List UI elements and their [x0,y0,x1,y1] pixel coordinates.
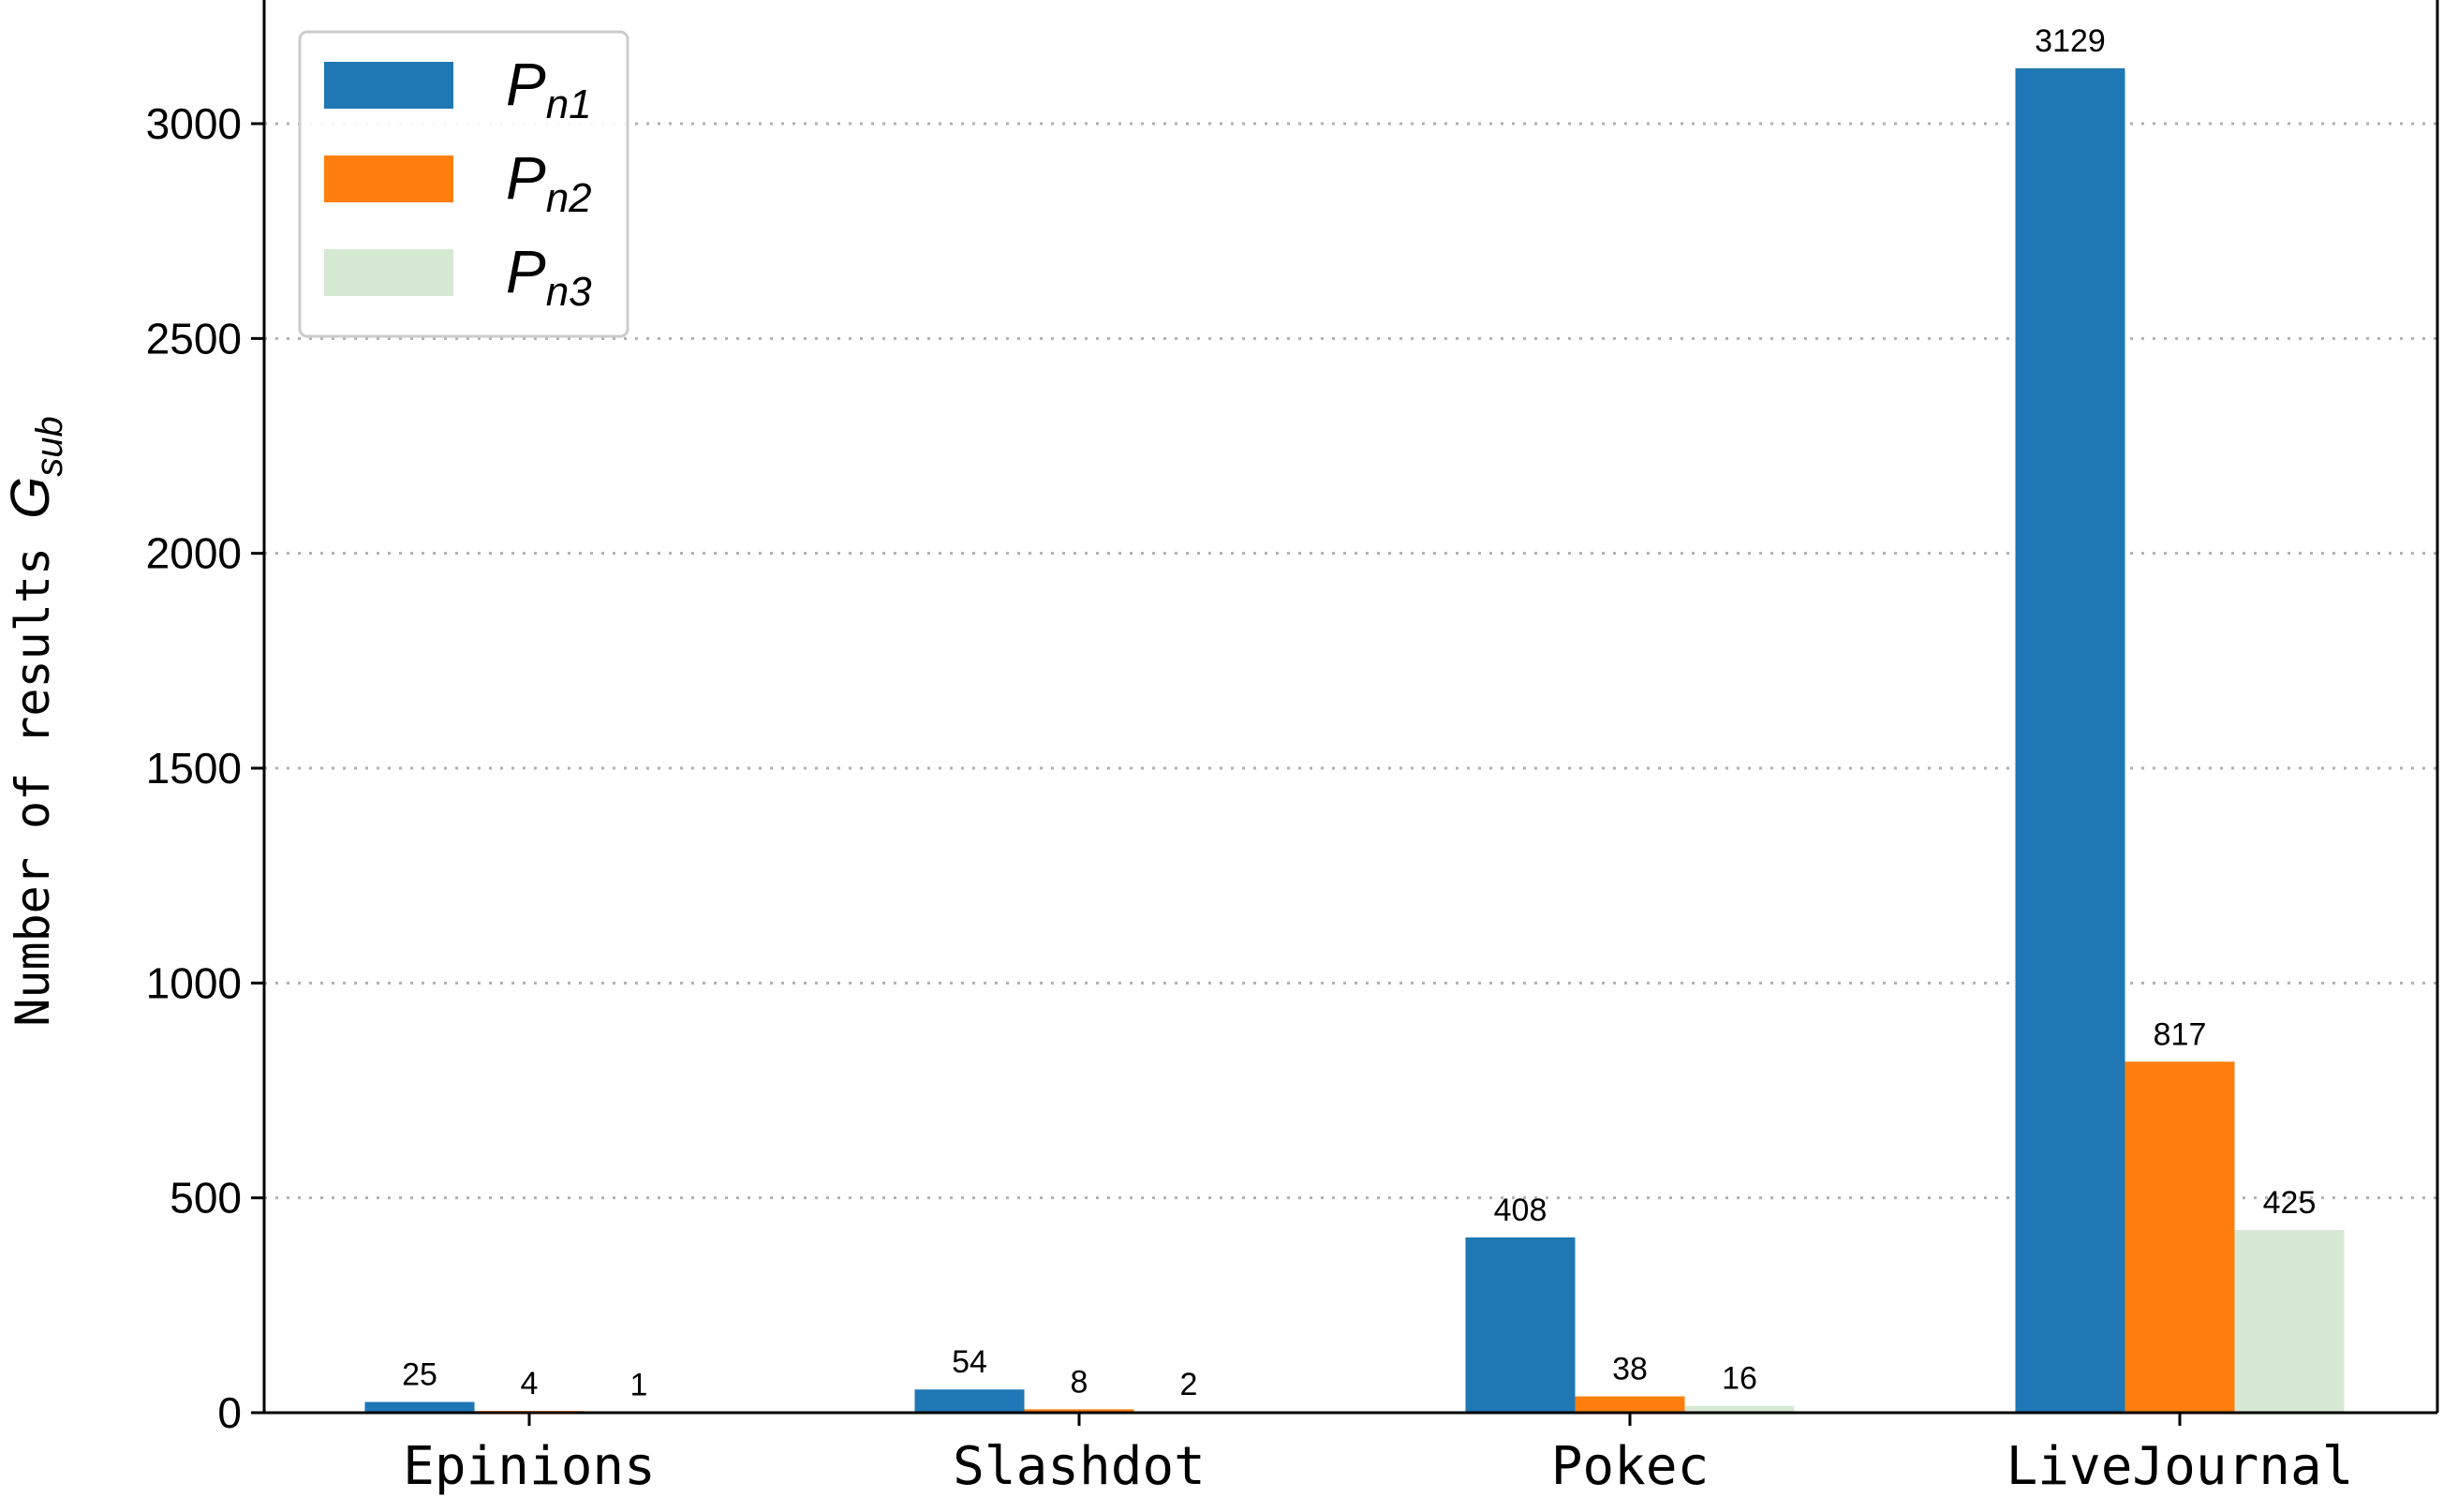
legend-swatch [324,156,453,202]
x-tick-label: Slashdot [953,1436,1206,1497]
x-tick-label: LiveJournal [2006,1436,2354,1497]
legend-swatch [324,249,453,296]
y-tick-label: 500 [170,1174,242,1223]
y-tick-label: 2500 [146,314,242,363]
legend: Pn1 Pn2 Pn3 [298,30,629,338]
data-label: 817 [2154,1016,2207,1052]
data-label: 425 [2263,1185,2317,1221]
legend-swatch [324,62,453,109]
data-label: 38 [1612,1352,1648,1387]
y-tick-label: 0 [217,1388,242,1437]
y-tick-label: 2000 [146,529,242,578]
y-axis-title-math: G [0,477,61,519]
bar-pn2-pokec [1575,1396,1685,1413]
y-axis-title: Number of results Gsub [0,416,70,1026]
y-tick-label: 3000 [146,99,242,148]
y-axis-title-math-sub: sub [29,416,70,477]
axes [251,0,2439,1426]
legend-label: Pn3 [506,238,592,315]
bar-pn2-slashdot [1024,1409,1134,1413]
legend-label: Pn1 [506,51,592,127]
data-label: 408 [1494,1193,1547,1228]
data-label: 16 [1722,1361,1757,1397]
bar-pn1-epinions [364,1401,475,1413]
bar-pn3-livejournal [2234,1230,2345,1413]
y-tick-label: 1000 [146,958,242,1007]
x-tick-labels: Epinions Slashdot Pokec LiveJournal [403,1436,2353,1497]
data-label: 8 [1071,1364,1088,1400]
x-tick-label: Epinions [403,1436,656,1497]
data-label: 54 [952,1344,987,1380]
y-tick-labels: 0 500 1000 1500 2000 2500 3000 [146,99,242,1437]
bar-pn3-pokec [1684,1405,1795,1413]
data-label: 4 [521,1366,539,1401]
data-label: 25 [402,1357,437,1393]
bar-pn2-livejournal [2125,1061,2235,1413]
y-axis-title-text: Number of results [6,519,60,1027]
bar-pn1-slashdot [914,1389,1025,1413]
data-label: 2 [1180,1367,1198,1402]
x-tick-label: Pokec [1551,1436,1710,1497]
data-label: 1 [630,1368,648,1403]
y-tick-label: 1500 [146,744,242,793]
data-label: 3129 [2035,23,2106,59]
bar-pn1-livejournal [2015,67,2125,1413]
bars [364,67,2345,1413]
bar-pn1-pokec [1465,1237,1576,1413]
data-labels: 25 4 1 54 8 2 408 38 16 3129 817 425 [402,23,2316,1403]
legend-label: Pn2 [506,144,592,221]
